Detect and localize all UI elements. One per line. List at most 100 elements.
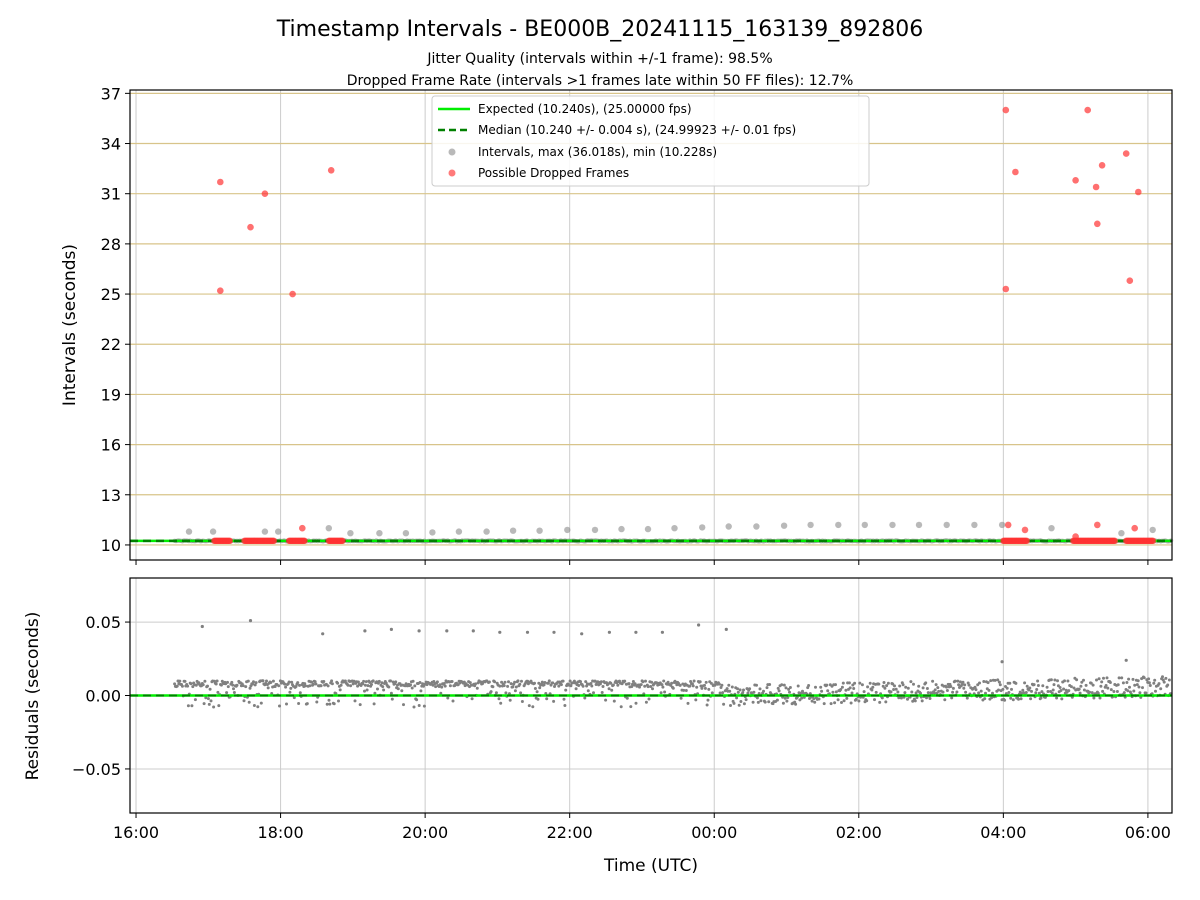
residual-point <box>577 684 581 687</box>
residual-point <box>961 680 965 684</box>
residual-point <box>746 691 750 695</box>
residual-point <box>633 682 637 686</box>
residual-point <box>720 683 724 687</box>
residual-point <box>891 682 895 686</box>
residual-point <box>1007 691 1011 694</box>
residual-point <box>322 680 326 683</box>
residual-point <box>704 680 708 684</box>
residual-point <box>589 682 593 685</box>
intervals-y-tick-label: 28 <box>101 235 121 254</box>
residual-point <box>963 683 967 687</box>
residual-point <box>910 690 914 694</box>
residual-point <box>1001 687 1005 691</box>
residual-point <box>722 702 726 706</box>
residual-point <box>1005 686 1009 690</box>
residual-point <box>932 691 936 695</box>
residual-point <box>936 686 940 690</box>
residual-point <box>502 684 506 688</box>
residual-point <box>707 687 711 691</box>
residual-point <box>703 683 706 687</box>
residual-point <box>1159 687 1163 691</box>
legend-expected-label: Expected (10.240s), (25.00000 fps) <box>478 102 692 116</box>
residual-point <box>364 680 368 684</box>
residual-point <box>814 685 817 689</box>
dropped-frame-point <box>327 167 335 174</box>
residual-point <box>741 691 745 695</box>
residual-point <box>845 696 849 700</box>
residual-point <box>500 680 504 684</box>
residuals-y-axis-label: Residuals (seconds) <box>23 612 43 781</box>
residual-point <box>252 680 255 684</box>
residual-point <box>178 679 182 683</box>
residual-point <box>852 687 856 690</box>
residual-point <box>853 681 857 685</box>
residual-point <box>993 678 997 682</box>
residual-point <box>644 679 647 683</box>
residual-point <box>277 684 281 688</box>
residual-point <box>858 681 862 685</box>
residual-point <box>1010 687 1013 691</box>
residual-point <box>1162 680 1166 684</box>
residual-point <box>212 705 216 709</box>
residual-point <box>506 684 510 688</box>
residual-point <box>1102 676 1105 680</box>
residual-point <box>1108 681 1112 684</box>
interval-peak-point <box>807 521 814 529</box>
residual-point <box>884 700 888 704</box>
residual-point <box>817 697 821 701</box>
dropped-frame-point <box>217 178 224 186</box>
x-tick-label: 06:00 <box>1125 823 1171 842</box>
residual-point <box>1147 681 1151 685</box>
residual-point <box>800 696 804 700</box>
residual-point <box>1075 678 1079 682</box>
residual-point <box>314 682 318 686</box>
residual-point <box>1008 681 1012 685</box>
residual-point <box>1052 683 1056 687</box>
interval-peak-point <box>1149 526 1156 534</box>
interval-peak-point <box>376 530 383 537</box>
residual-point <box>931 679 935 683</box>
residual-point <box>604 698 608 702</box>
residual-point <box>208 687 212 691</box>
residual-point <box>311 682 315 686</box>
residual-point <box>776 686 780 690</box>
residual-point <box>911 699 915 703</box>
residual-point <box>346 683 350 687</box>
residual-point <box>812 697 816 701</box>
x-tick-label: 22:00 <box>547 823 593 842</box>
residual-point <box>1022 691 1026 695</box>
residual-point <box>979 689 983 693</box>
residual-point <box>1036 684 1040 687</box>
residual-point <box>583 696 587 700</box>
residual-point <box>396 687 400 691</box>
residual-point <box>1125 681 1129 684</box>
residual-point <box>592 691 595 695</box>
residual-point <box>1154 689 1157 693</box>
residual-point <box>1023 681 1027 685</box>
residual-outlier-point <box>498 630 502 634</box>
residual-point <box>820 689 824 693</box>
residual-point <box>292 696 296 700</box>
residual-point <box>1011 698 1015 702</box>
residual-point <box>373 691 377 695</box>
residual-point <box>713 683 717 687</box>
residual-point <box>1161 675 1164 679</box>
residual-point <box>718 691 722 695</box>
residual-point <box>319 684 323 688</box>
residual-point <box>186 684 190 688</box>
residual-point <box>729 704 732 707</box>
residual-point <box>882 681 886 684</box>
residual-point <box>906 686 910 690</box>
residual-point <box>1148 684 1152 687</box>
dropped-frame-point <box>261 190 269 197</box>
residual-outlier-point <box>417 629 421 633</box>
residual-point <box>964 690 968 694</box>
residual-point <box>1142 676 1146 680</box>
residual-point <box>775 698 779 702</box>
x-tick-label: 18:00 <box>258 823 304 842</box>
residual-point <box>623 679 627 683</box>
residual-point <box>919 691 922 695</box>
residual-outlier-point <box>363 629 367 633</box>
residual-point <box>1029 697 1033 701</box>
residual-point <box>788 690 791 694</box>
